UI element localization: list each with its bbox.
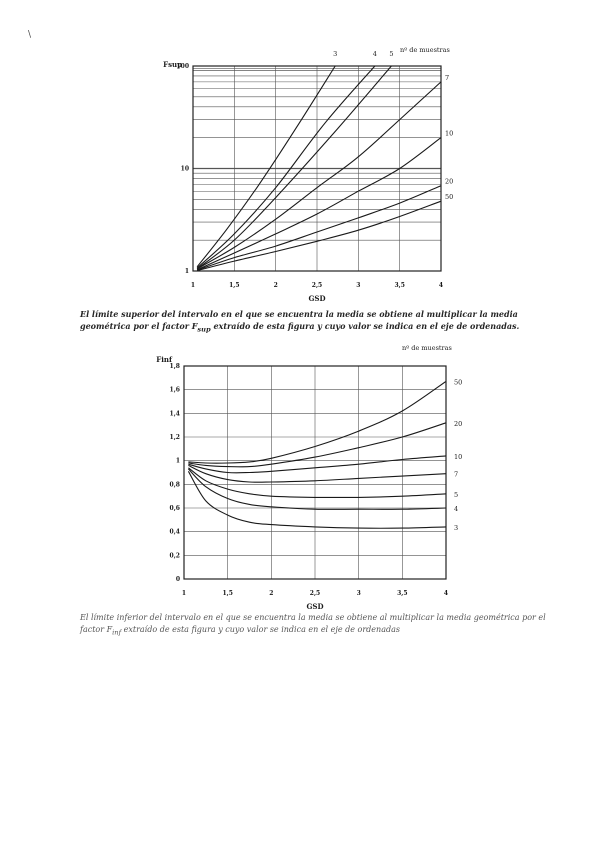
chart2-y-tick-label: 0,4 [170, 529, 180, 536]
chart2-plot-frame [183, 365, 447, 580]
chart1-series-label-4: 4 [373, 50, 377, 58]
chart2-series-label-7: 7 [454, 471, 458, 479]
fsup-caption: El límite superior del intervalo en el q… [80, 308, 548, 336]
chart1-x-tick-label: 3 [356, 282, 360, 289]
chart2-series-line-10 [188, 455, 447, 474]
chart1-x-tick-label: 1 [191, 282, 195, 289]
chart2-y-tick-label: 0,8 [170, 481, 180, 488]
chart1-plot-frame [192, 65, 442, 272]
chart1-series-line-50 [196, 200, 442, 272]
fsup-caption-subscript: sup [197, 325, 211, 334]
chart2-x-tick-label: 2 [269, 590, 273, 597]
finf-chart: 1 1,5 2 2,5 3 3,5 4 0 0,2 0,4 0,6 0,8 1 1,2 1,4 1,6 1,8 G… [156, 344, 462, 611]
chart1-x-tick-label: 1,5 [229, 282, 239, 289]
margin-mark: \ [28, 30, 32, 40]
chart1-series-line-10 [196, 137, 442, 271]
chart1-series-label-3: 3 [333, 50, 337, 58]
chart1-series-line-5 [196, 65, 392, 270]
chart2-y-tick-label: 1,6 [170, 387, 180, 394]
chart2-y-tick-label: 1 [176, 458, 180, 465]
chart2-x-tick-label: 1,5 [222, 590, 232, 597]
chart2-x-tick-label: 3,5 [397, 590, 407, 597]
chart2-y-tick-label: 1,4 [170, 410, 180, 417]
chart1-x-tick-label: 4 [439, 282, 443, 289]
finf-caption: El límite inferior del intervalo en el q… [80, 612, 550, 639]
chart2-y-tick-label: 1,8 [170, 363, 180, 370]
chart2-x-axis-label: GSD [306, 602, 323, 611]
chart1-x-tick-label: 2 [274, 282, 278, 289]
chart2-series-line-20 [188, 422, 447, 468]
chart1-series-label-5: 5 [389, 50, 393, 58]
finf-caption-text: El límite inferior del intervalo en el q… [80, 613, 546, 634]
chart2-series-label-5: 5 [454, 491, 458, 499]
chart1-x-axis-label: GSD [308, 294, 325, 303]
chart2-x-tick-label: 1 [182, 590, 186, 597]
finf-caption-text-end: extraído de esta figura y cuyo valor se … [121, 625, 400, 634]
chart1-legend-title: nº de muestras [400, 46, 450, 54]
chart2-series-line-7 [188, 464, 447, 483]
chart1-series-label-7: 7 [445, 74, 449, 82]
chart2-legend-title: nº de muestras [402, 344, 452, 352]
chart2-series-line-3 [187, 471, 447, 529]
chart2-series-label-3: 3 [454, 524, 458, 532]
finf-caption-subscript: inf [112, 628, 122, 637]
chart1-y-tick-label: 10 [181, 166, 189, 173]
chart2-series-label-4: 4 [454, 505, 458, 513]
chart2-x-tick-label: 3 [357, 590, 361, 597]
chart1-y-axis-label: Fsup [163, 60, 182, 69]
fsup-caption-text-end: extraído de esta figura y cuyo valor se … [210, 321, 520, 331]
chart1-series-line-20 [196, 185, 442, 271]
chart2-y-tick-label: 0,2 [170, 552, 180, 559]
chart2-series-label-10: 10 [454, 453, 462, 461]
chart1-x-tick-label: 2,5 [312, 282, 322, 289]
chart1-x-tick-label: 3,5 [394, 282, 404, 289]
chart2-series-line-4 [188, 468, 447, 510]
chart2-y-tick-label: 1,2 [170, 434, 180, 441]
chart2-series-line-50 [188, 380, 447, 464]
chart1-y-tick-label: 1 [185, 268, 189, 275]
chart2-y-tick-label: 0 [176, 576, 180, 583]
chart1-y-tick-label: 100 [176, 63, 189, 70]
chart2-y-axis-label: Finf [156, 355, 173, 364]
fsup-caption-text: El límite superior del intervalo en el q… [80, 309, 518, 331]
chart2-x-tick-label: 4 [444, 590, 448, 597]
chart1-series-label-10: 10 [445, 130, 453, 138]
chart2-series-label-20: 20 [454, 420, 462, 428]
chart1-series-label-20: 20 [445, 178, 453, 186]
chart1-series-line-7 [196, 81, 442, 270]
chart1-series-label-50: 50 [445, 193, 453, 201]
chart1-series-line-4 [196, 65, 376, 269]
chart1-series-line-3 [196, 65, 336, 268]
chart2-y-tick-label: 0,6 [170, 505, 180, 512]
chart2-series-label-50: 50 [454, 378, 462, 386]
chart2-series-line-5 [188, 467, 447, 499]
fsup-chart: 1 1,5 2 2,5 3 3,5 4 1 10 100 GSD Fsup nº de muestras… [163, 46, 453, 303]
chart2-x-tick-label: 2,5 [310, 590, 320, 597]
